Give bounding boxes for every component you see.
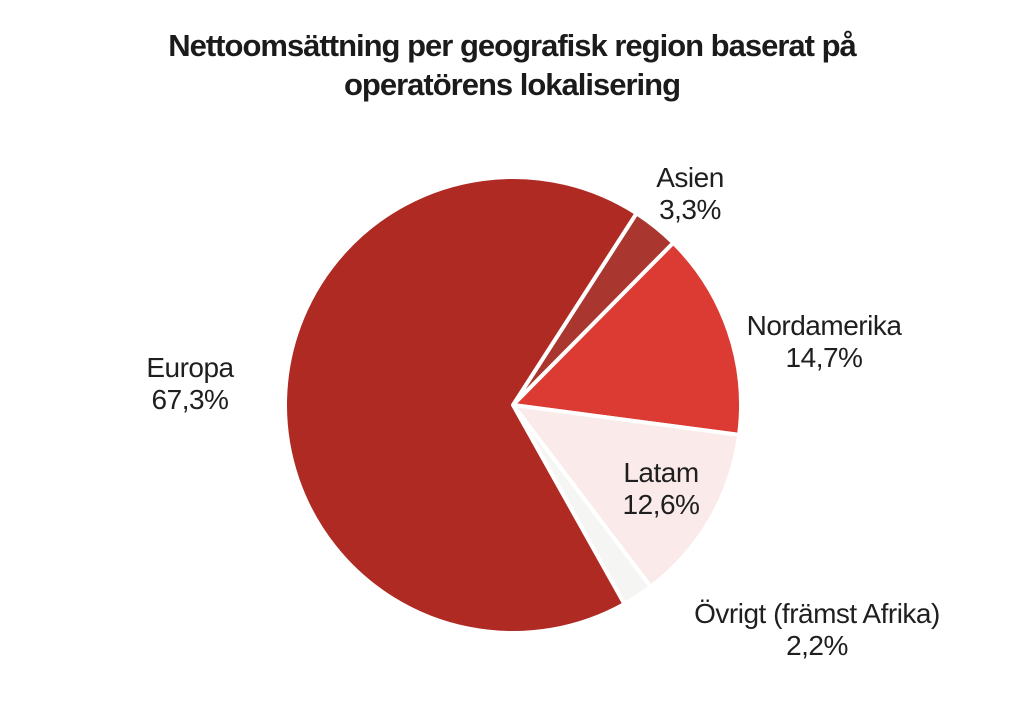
slice-label-asien: Asien 3,3%	[590, 162, 790, 226]
slice-label-ovrigt-value: 2,2%	[786, 630, 848, 661]
slice-label-europa-value: 67,3%	[151, 384, 229, 415]
slice-label-nordamerika-name: Nordamerika	[746, 310, 902, 341]
slice-label-nordamerika-value: 14,7%	[785, 342, 863, 373]
slice-label-latam-name: Latam	[623, 457, 699, 488]
chart-title-line-1: Nettoomsättning per geografisk region ba…	[168, 28, 857, 63]
slice-label-ovrigt-name: Övrigt (främst Afrika)	[694, 598, 940, 629]
chart-title-line-2: operatörens lokalisering	[343, 67, 681, 102]
slice-label-europa-name: Europa	[146, 352, 234, 383]
pie-slice-europa	[282, 175, 639, 635]
slice-label-latam-value: 12,6%	[622, 489, 700, 520]
slice-label-europa: Europa 67,3%	[40, 352, 340, 416]
slice-label-asien-name: Asien	[656, 162, 724, 193]
slice-label-nordamerika: Nordamerika 14,7%	[674, 310, 974, 374]
pie-slice-latam	[511, 403, 742, 589]
slice-label-asien-value: 3,3%	[659, 194, 721, 225]
slice-label-ovrigt: Övrigt (främst Afrika) 2,2%	[592, 598, 1024, 662]
chart-title: Nettoomsättning per geografisk region ba…	[0, 26, 1024, 104]
slice-label-latam: Latam 12,6%	[561, 457, 761, 521]
pie-slice-nordamerika	[511, 240, 743, 437]
